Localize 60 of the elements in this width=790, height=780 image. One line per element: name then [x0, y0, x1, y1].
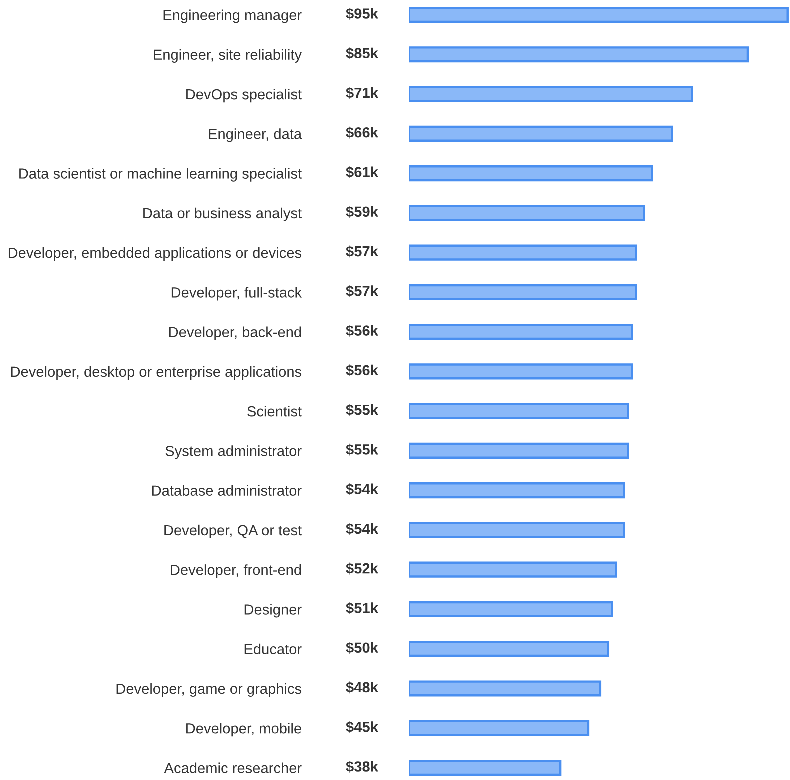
bar	[409, 522, 626, 538]
bar	[409, 562, 618, 578]
data-label: $71k	[346, 87, 378, 100]
data-label: $66k	[346, 126, 378, 139]
bar	[409, 641, 610, 658]
data-label: $38k	[346, 760, 378, 773]
bar	[409, 680, 602, 697]
y-tick-label: Data scientist or machine learning specialist	[20, 168, 302, 182]
y-tick-label: Developer, full-stack	[172, 287, 302, 301]
y-tick-label: Educator	[244, 644, 302, 655]
data-label: $56k	[346, 325, 378, 337]
data-label: $59k	[346, 206, 378, 218]
y-tick-label: Data or business analyst	[144, 208, 302, 222]
bar	[409, 442, 630, 459]
y-tick-label: Database administrator	[152, 485, 302, 496]
data-label: $54k	[346, 484, 378, 496]
data-label: $48k	[346, 682, 378, 694]
y-tick-label: Scientist	[248, 406, 302, 417]
y-tick-label: Developer, embedded applications or devices	[8, 248, 302, 262]
y-tick-label: Developer, desktop or enterprise applications	[11, 366, 302, 380]
y-tick-label: Academic researcher	[164, 762, 302, 774]
bar	[409, 720, 590, 736]
data-label: $85k	[346, 48, 378, 60]
bar	[409, 760, 562, 776]
y-tick-label: Developer, front-end	[171, 564, 302, 578]
y-tick-label: Developer, back-end	[169, 326, 302, 340]
bar	[409, 284, 638, 300]
y-tick-label: Engineering manager	[164, 10, 302, 24]
data-label: $52k	[346, 562, 378, 575]
bar	[409, 46, 750, 63]
y-tick-label: Designer	[244, 604, 302, 618]
data-label: $95k	[346, 8, 378, 20]
data-label: $51k	[346, 602, 378, 614]
bar	[409, 244, 638, 261]
data-label: $45k	[346, 721, 378, 734]
bar	[409, 86, 694, 102]
data-label: $57k	[346, 246, 378, 258]
bar	[409, 364, 634, 380]
bar	[409, 205, 646, 222]
bar	[409, 126, 674, 142]
bar	[409, 6, 789, 24]
bar	[409, 403, 630, 420]
y-tick-label: Engineer, site reliability	[154, 49, 302, 63]
data-label: $50k	[346, 642, 378, 654]
y-tick-label: Developer, mobile	[186, 723, 302, 737]
y-tick-label: DevOps specialist	[186, 88, 302, 103]
data-label: $57k	[346, 285, 378, 298]
bar	[409, 482, 626, 499]
bar	[409, 324, 634, 340]
y-tick-label: Developer, game or graphics	[116, 683, 302, 698]
data-label: $55k	[346, 444, 378, 456]
data-label: $56k	[346, 364, 378, 377]
bar	[409, 165, 654, 182]
data-label: $55k	[346, 404, 378, 416]
bar	[409, 601, 614, 618]
y-tick-label: System administrator	[166, 446, 302, 460]
data-label: $54k	[346, 523, 378, 536]
data-label: $61k	[346, 166, 378, 178]
y-tick-label: Developer, QA or test	[164, 524, 302, 539]
y-tick-label: Engineer, data	[209, 128, 302, 142]
